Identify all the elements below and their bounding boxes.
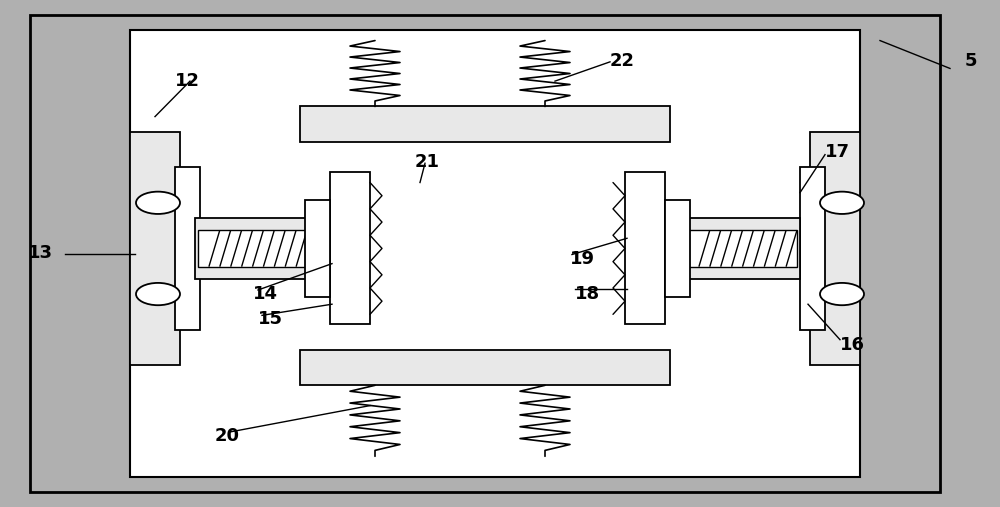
- Text: 12: 12: [175, 72, 200, 90]
- Text: 19: 19: [570, 249, 595, 268]
- Bar: [300, 106, 670, 142]
- Bar: [198, 230, 307, 267]
- Bar: [665, 200, 690, 297]
- Bar: [195, 218, 310, 279]
- Text: 14: 14: [252, 285, 278, 303]
- Text: 22: 22: [610, 52, 635, 70]
- Text: 16: 16: [840, 336, 865, 354]
- Circle shape: [136, 192, 180, 214]
- Text: 20: 20: [215, 427, 240, 445]
- Bar: [625, 172, 665, 324]
- Text: 21: 21: [415, 153, 440, 171]
- Bar: [685, 218, 800, 279]
- Text: 13: 13: [28, 244, 52, 263]
- Bar: [300, 350, 670, 385]
- Circle shape: [136, 283, 180, 305]
- Text: 17: 17: [825, 143, 850, 161]
- Circle shape: [820, 192, 864, 214]
- Bar: [330, 172, 370, 324]
- Bar: [130, 30, 860, 477]
- Bar: [305, 200, 330, 297]
- Text: 15: 15: [258, 310, 283, 329]
- Bar: [130, 132, 180, 365]
- Circle shape: [820, 283, 864, 305]
- Bar: [175, 167, 200, 330]
- Bar: [800, 167, 825, 330]
- Text: 18: 18: [575, 285, 600, 303]
- Text: 5: 5: [965, 52, 978, 70]
- Bar: [810, 132, 860, 365]
- Bar: [688, 230, 797, 267]
